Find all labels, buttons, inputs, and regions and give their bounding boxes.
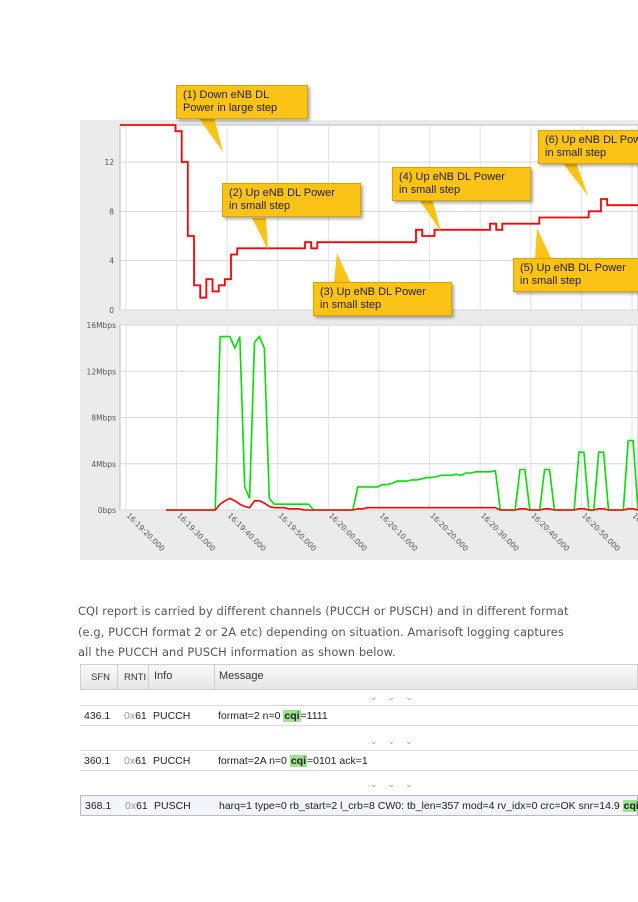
series-line-2-2 [166, 497, 638, 511]
x-tick-label: 16:20:20.000 [428, 511, 470, 553]
cqi-highlight: cqi [283, 710, 301, 722]
callout-3: (3) Up eNB DL Power in small step [313, 282, 452, 316]
row-rnti: 0x61 [124, 755, 147, 767]
y-tick-label: 12 [104, 158, 114, 167]
log-row[interactable]: 436.1 0x61 PUCCH format=2 n=0 cqi=1111 [80, 705, 638, 726]
log-gap-dots[interactable]: ⌄⌄⌄ [370, 736, 423, 746]
callout-2: (2) Up eNB DL Power in small step [222, 183, 361, 217]
row-message: format=2 n=0 cqi=1111 [218, 710, 328, 722]
x-tick-label: 16:19:40.000 [226, 511, 268, 553]
row-message: format=2A n=0 cqi=0101 ack=1 [218, 755, 368, 767]
log-row[interactable]: 360.1 0x61 PUCCH format=2A n=0 cqi=0101 … [80, 750, 638, 771]
callout-6: (6) Up eNB DL Pow in small step [538, 130, 638, 164]
x-tick-label: 16:19:30.000 [175, 511, 217, 553]
row-sfn: 360.1 [84, 755, 111, 767]
log-row-selected[interactable]: 368.1 0x61 PUSCH harq=1 type=0 rb_start=… [80, 795, 638, 816]
y-tick-label: 8Mbps [91, 414, 116, 423]
row-info: PUCCH [153, 710, 191, 722]
x-tick-label: 16:20:10.000 [378, 511, 420, 553]
header-info[interactable]: Info [154, 670, 173, 682]
row-sfn: 436.1 [84, 710, 111, 722]
cqi-description-paragraph: CQI report is carried by different chann… [78, 604, 569, 660]
x-tick-label: 16:20:40.000 [529, 511, 571, 553]
x-tick-label: 16:21:00.000 [631, 511, 638, 553]
series-line-1-1 [120, 124, 638, 299]
log-header-row: SFN RNTI Info Message [80, 664, 638, 690]
header-sfn[interactable]: SFN [91, 672, 110, 683]
y-tick-label: 0 [109, 306, 114, 315]
callout-5: (5) Up eNB DL Power in small step [513, 258, 638, 292]
x-tick-label: 16:19:50.000 [276, 511, 318, 553]
row-info: PUCCH [153, 755, 191, 767]
row-info: PUSCH [154, 800, 191, 812]
y-tick-label: 12Mbps [87, 367, 117, 376]
y-tick-label: 16Mbps [87, 321, 117, 330]
cqi-highlight: cqi [289, 755, 307, 767]
y-tick-label: 4 [109, 257, 114, 266]
amarisoft-log-table: SFN RNTI Info Message ⌄⌄⌄ 436.1 0x61 PUC… [80, 664, 638, 816]
x-tick-label: 16:20:30.000 [479, 511, 521, 553]
header-rnti[interactable]: RNTI [124, 672, 147, 683]
header-message[interactable]: Message [219, 670, 264, 682]
cqi-highlight: cqi [622, 800, 638, 812]
x-tick-label: 16:19:20.000 [125, 511, 167, 553]
log-gap-dots[interactable]: ⌄⌄⌄ [370, 692, 423, 702]
y-tick-label: 8 [109, 207, 114, 216]
row-message: harq=1 type=0 rb_start=2 l_crb=8 CW0: tb… [219, 800, 638, 812]
callout-4: (4) Up eNB DL Power in small step [392, 167, 531, 201]
callout-1: (1) Down eNB DL Power in large step [176, 85, 308, 119]
row-rnti: 0x61 [124, 710, 147, 722]
row-sfn: 368.1 [85, 800, 112, 812]
log-gap-dots[interactable]: ⌄⌄⌄ [370, 779, 423, 789]
x-tick-label: 16:20:50.000 [580, 511, 622, 553]
y-tick-label: 4Mbps [91, 460, 116, 469]
row-rnti: 0x61 [125, 800, 148, 812]
x-tick-label: 16:20:00.000 [327, 511, 369, 553]
y-tick-label: 0bps [98, 506, 116, 515]
